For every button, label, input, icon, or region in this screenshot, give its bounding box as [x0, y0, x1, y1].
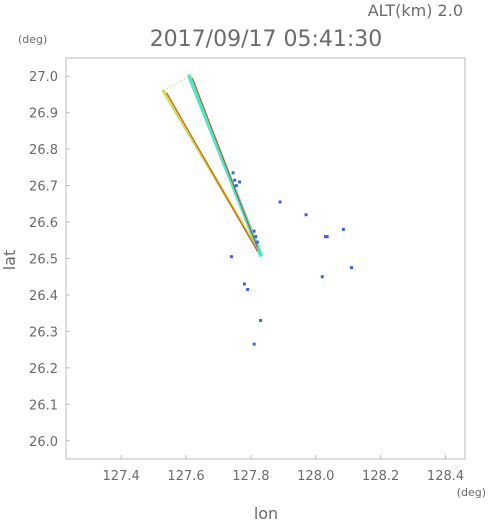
data-point — [304, 213, 308, 217]
data-point — [259, 318, 263, 322]
data-line — [192, 77, 258, 248]
y-tick-label: 26.9 — [29, 107, 58, 122]
plot-frame — [65, 57, 466, 460]
y-tick-label: 26.4 — [29, 289, 58, 304]
data-marks — [161, 74, 353, 346]
x-unit-label: (deg) — [457, 486, 486, 499]
data-point — [246, 287, 250, 291]
y-tick-label: 26.0 — [29, 435, 58, 450]
x-tick-label: 127.6 — [167, 469, 204, 484]
data-point — [255, 240, 259, 244]
x-tick-label: 127.8 — [232, 469, 269, 484]
data-point — [254, 235, 258, 239]
data-point — [252, 342, 256, 346]
data-point — [238, 180, 242, 184]
data-point — [325, 235, 329, 239]
y-tick-label: 26.3 — [29, 325, 58, 340]
chart-title: 2017/09/17 05:41:30 — [150, 27, 383, 52]
y-tick-label: 26.8 — [29, 143, 58, 158]
data-point — [229, 255, 233, 259]
y-tick-label: 26.5 — [29, 253, 58, 268]
axis-ticks: 127.4 127.6 127.8 128.0 128.2 128.4 26.0 26.1 26… — [29, 70, 464, 484]
data-point — [242, 282, 246, 286]
data-point — [324, 235, 328, 239]
y-tick-label: 27.0 — [29, 70, 58, 85]
data-point — [349, 266, 353, 270]
x-axis-label: lon — [254, 504, 278, 521]
data-point — [234, 184, 238, 188]
x-tick-label: 128.4 — [427, 469, 464, 484]
data-dotted-line — [163, 75, 190, 92]
altitude-label: ALT(km) 2.0 — [368, 1, 463, 20]
y-tick-label: 26.7 — [29, 180, 58, 195]
data-point — [320, 275, 324, 279]
y-axis-label: lat — [0, 250, 19, 271]
y-unit-label: (deg) — [18, 33, 47, 46]
x-tick-label: 128.0 — [297, 469, 334, 484]
data-point — [252, 229, 256, 233]
data-point — [231, 171, 235, 175]
data-point — [341, 227, 345, 231]
data-point — [278, 200, 282, 204]
data-line — [166, 92, 258, 252]
x-tick-label: 127.4 — [103, 469, 140, 484]
x-tick-label: 128.2 — [362, 469, 399, 484]
y-tick-label: 26.1 — [29, 398, 58, 413]
y-tick-label: 26.6 — [29, 216, 58, 231]
y-tick-label: 26.2 — [29, 362, 58, 377]
data-point — [233, 178, 237, 182]
